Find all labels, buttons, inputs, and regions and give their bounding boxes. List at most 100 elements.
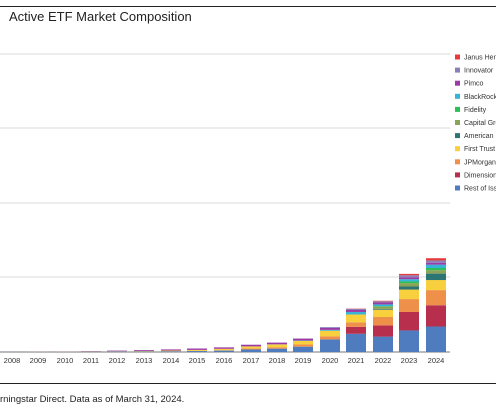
legend-label-3: BlackRock bbox=[464, 94, 496, 101]
bar-2015-3 bbox=[187, 349, 207, 351]
legend-swatch-3 bbox=[455, 93, 460, 99]
bar-2017-2 bbox=[241, 348, 261, 350]
bar-2023-3 bbox=[399, 289, 419, 300]
x-tick-2012: 2012 bbox=[109, 356, 126, 365]
legend-swatch-10 bbox=[455, 185, 460, 191]
chart-frame bbox=[0, 6, 496, 384]
x-tick-2014: 2014 bbox=[163, 356, 180, 365]
bar-2017-8 bbox=[241, 344, 261, 347]
legend-label-1: Innovator bbox=[464, 68, 494, 75]
x-tick-2020: 2020 bbox=[322, 356, 339, 365]
bar-2023-10 bbox=[399, 273, 419, 276]
bar-2021-9 bbox=[346, 308, 366, 310]
bars bbox=[2, 258, 446, 352]
bar-2022-2 bbox=[373, 317, 393, 326]
x-tick-2009: 2009 bbox=[30, 356, 47, 365]
bar-2022-4 bbox=[373, 308, 393, 310]
bar-2019-2 bbox=[293, 344, 313, 347]
bar-2018-8 bbox=[267, 342, 287, 345]
bar-2024-0 bbox=[426, 326, 446, 352]
legend-label-4: Fidelity bbox=[464, 107, 487, 114]
bar-2021-1 bbox=[346, 326, 366, 334]
bar-2015-8 bbox=[187, 348, 207, 350]
bar-2024-7 bbox=[426, 264, 446, 268]
legend-label-9: Dimension bbox=[464, 172, 496, 179]
bar-2017-0 bbox=[241, 349, 261, 352]
bar-2018-0 bbox=[267, 348, 287, 352]
bar-2024-4 bbox=[426, 273, 446, 281]
bar-2020-0 bbox=[320, 339, 340, 352]
bar-2012-0 bbox=[107, 351, 127, 352]
legend-label-5: Capital Gro bbox=[464, 120, 496, 127]
bar-2022-7 bbox=[373, 304, 393, 307]
bar-2021-3 bbox=[346, 314, 366, 323]
legend-label-10: Rest of Iss bbox=[464, 186, 496, 193]
bar-2022-0 bbox=[373, 336, 393, 352]
bar-2013-8 bbox=[134, 350, 154, 351]
bar-2021-8 bbox=[346, 310, 366, 312]
bar-2020-8 bbox=[320, 327, 340, 330]
bar-2012-8 bbox=[107, 350, 127, 352]
x-tick-2021: 2021 bbox=[348, 356, 365, 365]
x-tick-2019: 2019 bbox=[295, 356, 312, 365]
x-tick-2017: 2017 bbox=[243, 356, 260, 365]
bar-2015-0 bbox=[187, 351, 207, 352]
legend-label-7: First Trust bbox=[464, 146, 495, 153]
bar-2023-9 bbox=[399, 275, 419, 278]
legend-label-2: Pimco bbox=[464, 81, 484, 88]
legend: Janus Hen Innovator Pimco BlackRock Fidelity… bbox=[455, 54, 496, 193]
bar-2014-0 bbox=[161, 351, 181, 352]
x-tick-2010: 2010 bbox=[57, 356, 74, 365]
bar-2016-3 bbox=[214, 348, 234, 351]
legend-swatch-6 bbox=[455, 133, 460, 139]
bar-2013-3 bbox=[134, 350, 154, 352]
x-tick-2011: 2011 bbox=[83, 356, 99, 365]
x-tick-2023: 2023 bbox=[401, 356, 418, 365]
bar-2022-5 bbox=[373, 306, 393, 309]
bar-2023-8 bbox=[399, 277, 419, 280]
bar-2024-10 bbox=[426, 258, 446, 261]
bar-2023-5 bbox=[399, 283, 419, 287]
bar-2017-3 bbox=[241, 346, 261, 349]
bar-2019-3 bbox=[293, 340, 313, 345]
bar-2024-3 bbox=[426, 280, 446, 291]
x-tick-labels: 2008 2009 2010 2011 2012 2013 2014 2015 2016 2017… bbox=[4, 356, 445, 365]
bar-2023-7 bbox=[399, 279, 419, 282]
bar-2019-8 bbox=[293, 338, 313, 341]
bar-2024-5 bbox=[426, 270, 446, 274]
bar-2021-0 bbox=[346, 333, 366, 352]
bar-2023-6 bbox=[399, 281, 419, 284]
bar-2014-8 bbox=[161, 349, 181, 351]
bar-2020-7 bbox=[320, 329, 340, 331]
bar-2022-9 bbox=[373, 301, 393, 303]
legend-swatch-2 bbox=[455, 80, 460, 86]
bar-2022-3 bbox=[373, 309, 393, 317]
bar-2024-6 bbox=[426, 268, 446, 271]
bar-2024-9 bbox=[426, 260, 446, 263]
legend-swatch-9 bbox=[455, 172, 460, 178]
bar-2021-7 bbox=[346, 311, 366, 315]
x-tick-2022: 2022 bbox=[375, 356, 392, 365]
stacked-bar-chart: 2008 2009 2010 2011 2012 2013 2014 2015 2016 2017… bbox=[0, 53, 496, 365]
x-tick-2016: 2016 bbox=[216, 356, 233, 365]
bar-2024-2 bbox=[426, 290, 446, 306]
x-tick-2015: 2015 bbox=[189, 356, 206, 365]
legend-swatch-7 bbox=[455, 146, 460, 152]
bar-2018-2 bbox=[267, 347, 287, 349]
legend-label-0: Janus Hen bbox=[464, 55, 496, 62]
bar-2014-3 bbox=[161, 350, 181, 352]
bar-2022-1 bbox=[373, 325, 393, 337]
bar-2021-2 bbox=[346, 322, 366, 327]
legend-swatch-1 bbox=[455, 67, 460, 73]
bar-2013-0 bbox=[134, 351, 154, 352]
x-tick-2013: 2013 bbox=[136, 356, 153, 365]
bar-2019-0 bbox=[293, 346, 313, 352]
legend-swatch-5 bbox=[455, 120, 460, 125]
legend-swatch-8 bbox=[455, 159, 460, 165]
bar-2020-2 bbox=[320, 336, 340, 340]
legend-swatch-4 bbox=[455, 106, 460, 112]
bar-2016-8 bbox=[214, 347, 234, 349]
bar-2023-4 bbox=[399, 286, 419, 290]
legend-swatch-0 bbox=[455, 54, 460, 60]
bar-2016-0 bbox=[214, 350, 234, 352]
